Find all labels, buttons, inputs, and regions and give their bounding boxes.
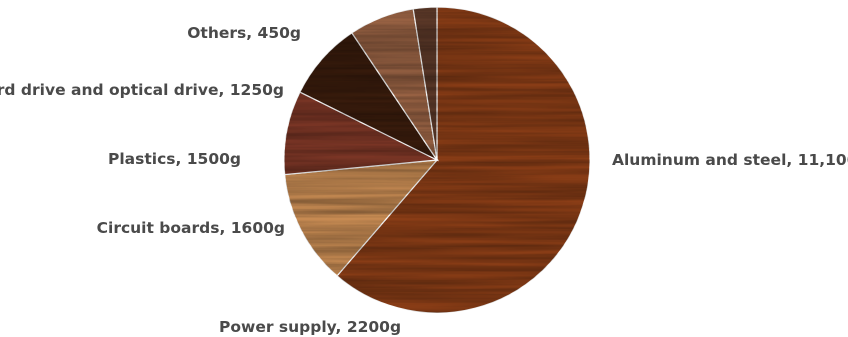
- pie-slice-grain-others: [413, 6, 437, 160]
- slice-label-plastics: Plastics, 1500g: [108, 150, 241, 168]
- slice-label-hard-drive-and-optical-drive: Hard drive and optical drive, 1250g: [0, 81, 284, 99]
- pie-labels: Aluminum and steel, 11,100g Power supply,…: [0, 24, 848, 336]
- slice-label-power-supply: Power supply, 2200g: [219, 318, 401, 336]
- pie-slice-grain-hard-drive-and-optical-drive: [351, 8, 437, 160]
- slice-label-others: Others, 450g: [187, 24, 301, 42]
- pie-slice-grain-circuit-boards: [284, 92, 437, 175]
- slice-label-circuit-boards: Circuit boards, 1600g: [97, 219, 285, 237]
- slice-label-aluminum-and-steel: Aluminum and steel, 11,100g: [612, 151, 848, 169]
- wood-grain-overlay: [284, 6, 590, 313]
- pie-slice-grain-power-supply: [284, 160, 437, 276]
- pie-slice-grain-aluminum-and-steel: [337, 7, 590, 313]
- pie-slice-grain-plastics: [299, 32, 437, 160]
